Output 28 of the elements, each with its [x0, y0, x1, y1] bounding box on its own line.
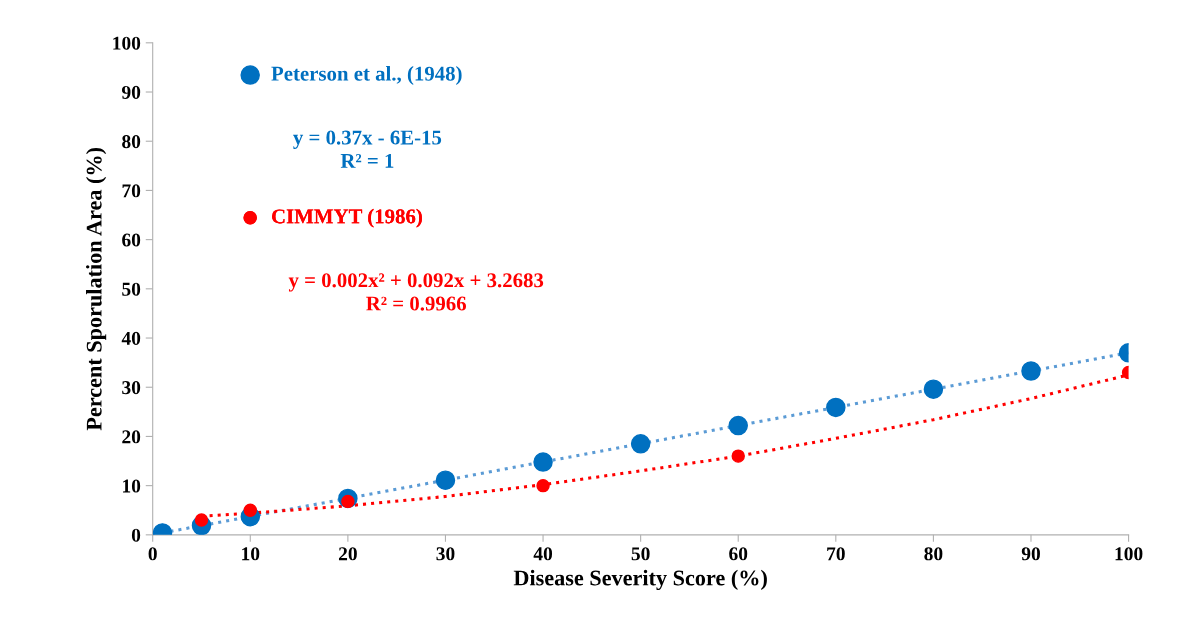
- y-tick-label: 70: [122, 184, 141, 198]
- y-tick-label: 90: [121, 85, 141, 99]
- x-tick-label: 80: [924, 547, 943, 561]
- y-tick-label: 40: [121, 331, 141, 345]
- x-tick-label: 90: [1021, 547, 1040, 561]
- legend-label: Peterson et al., (1948): [271, 66, 462, 85]
- x-tick-label: 0: [148, 547, 157, 561]
- x-tick-label: 10: [242, 547, 260, 561]
- y-tick-label: 100: [113, 36, 141, 50]
- y-tick-label: 20: [122, 430, 141, 444]
- annotation: y = 0.002x² + 0.092x + 3.2683 R² = 0.9966: [288, 273, 544, 311]
- y-tick-label: 50: [122, 282, 141, 296]
- x-tick-label: 60: [729, 547, 748, 561]
- x-tick-label: 100: [1115, 547, 1143, 561]
- x-tick-label: 70: [827, 547, 845, 561]
- x-tick-label: 50: [631, 547, 650, 561]
- x-tick-label: 20: [338, 547, 357, 561]
- x-tick-label: 40: [533, 547, 553, 561]
- x-tick-label: 30: [436, 547, 455, 561]
- y-tick-label: 10: [123, 479, 141, 493]
- y-axis-title: Percent Sporulation Area (%): [86, 147, 107, 431]
- annotation: y = 0.37x - 6E-15 R² = 1: [293, 130, 442, 168]
- x-axis-title: Disease Severity Score (%): [513, 569, 767, 591]
- y-tick-label: 0: [131, 528, 141, 542]
- legend-label: CIMMYT (1986): [272, 208, 422, 228]
- y-tick-label: 80: [122, 135, 141, 149]
- y-tick-label: 60: [122, 233, 141, 247]
- y-tick-label: 30: [122, 381, 141, 395]
